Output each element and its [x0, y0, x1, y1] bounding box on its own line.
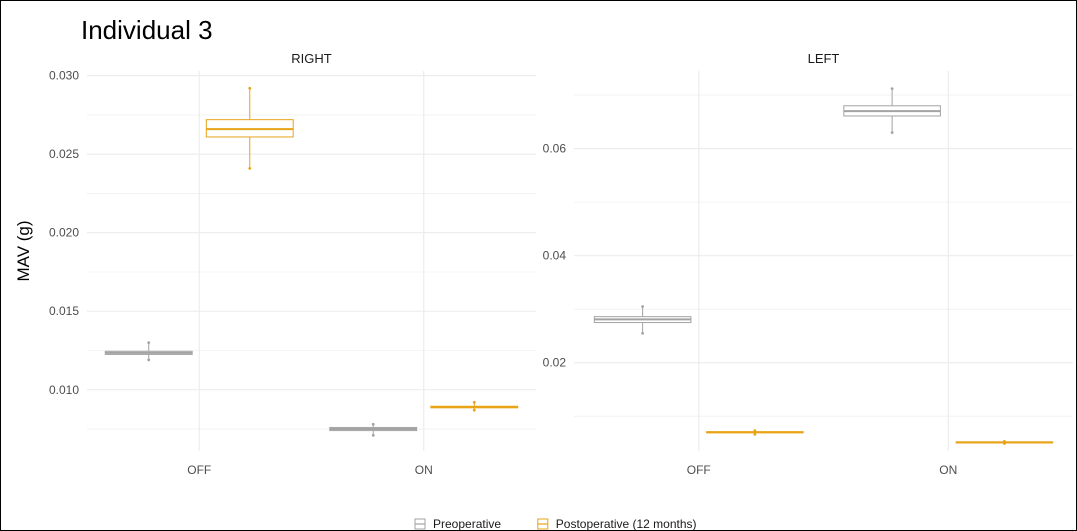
outlier-point — [890, 87, 894, 91]
legend-item-postoperative: Postoperative (12 months) — [537, 517, 697, 530]
box-left-off-preoperative — [593, 305, 692, 335]
outlier-point — [472, 408, 476, 412]
y-tick-label: 0.010 — [49, 383, 79, 397]
y-tick-label: 0.025 — [49, 147, 79, 161]
box-right-off-postoperative — [205, 86, 294, 170]
x-tick-label: OFF — [687, 463, 711, 477]
legend: Preoperative Postoperative (12 months) — [414, 517, 697, 530]
outlier-point — [248, 166, 252, 170]
box-left-off-postoperative — [706, 429, 804, 436]
y-tick-label: 0.015 — [49, 304, 79, 318]
figure-title: Individual 3 — [81, 15, 213, 45]
outlier-point — [641, 305, 645, 308]
y-tick-label: 0.020 — [49, 226, 79, 240]
outlier-point — [371, 422, 375, 426]
outlier-point — [472, 400, 476, 404]
box-left-on-preoperative — [843, 87, 941, 134]
outlier-point — [753, 429, 757, 433]
box-right-off-preoperative — [104, 341, 193, 362]
y-axis-label: MAV (g) — [14, 220, 33, 281]
box-right-on-postoperative — [430, 400, 519, 412]
x-tick-label: ON — [415, 463, 433, 477]
y-tick-label: 0.02 — [543, 356, 567, 370]
x-tick-label: ON — [939, 463, 957, 477]
legend-label: Postoperative (12 months) — [556, 517, 697, 530]
panel-right: RIGHT 0.010 0.015 0.020 0.025 0.030 OFF ON — [49, 51, 536, 477]
legend-item-preoperative: Preoperative — [414, 517, 501, 530]
outlier-point — [890, 131, 894, 134]
y-tick-label: 0.04 — [543, 249, 567, 263]
panels: RIGHT 0.010 0.015 0.020 0.025 0.030 OFF ON LEFT 0… — [49, 51, 1073, 477]
y-tick-label: 0.030 — [49, 69, 79, 83]
box-right-on-preoperative — [329, 422, 418, 437]
y-tick-label: 0.06 — [543, 142, 567, 156]
legend-label: Preoperative — [433, 517, 501, 530]
x-tick-label: OFF — [187, 463, 211, 477]
outlier-point — [1002, 442, 1006, 445]
outlier-point — [371, 433, 375, 437]
outlier-point — [248, 86, 252, 90]
box-left-on-postoperative — [955, 439, 1054, 445]
panel-title: LEFT — [808, 51, 840, 66]
outlier-point — [147, 341, 151, 345]
outlier-point — [641, 331, 645, 335]
outlier-point — [753, 433, 757, 436]
outlier-point — [147, 358, 151, 362]
panel-title: RIGHT — [291, 51, 332, 66]
panel-left: LEFT 0.02 0.04 0.06 OFF ON — [543, 51, 1073, 477]
outlier-point — [1002, 439, 1006, 443]
